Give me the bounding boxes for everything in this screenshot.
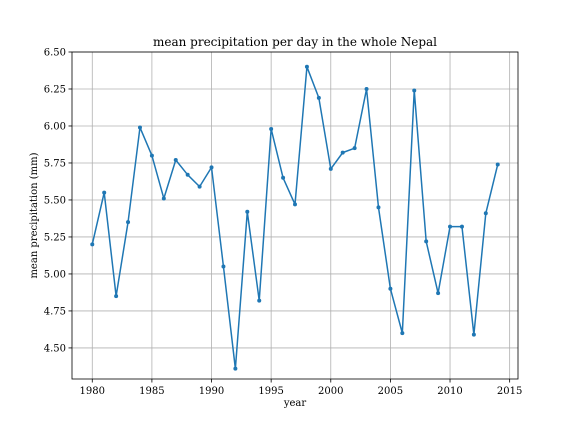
x-tick-label: 2015 [497,386,522,397]
plot-frame [71,51,519,380]
data-point [459,224,464,229]
y-tick-label: 4.50 [44,343,66,354]
data-point [400,331,405,336]
data-point [221,264,226,269]
x-tick-label: 1980 [80,386,105,397]
data-point [233,366,238,371]
y-tick-label: 6.00 [44,121,66,132]
data-point [424,239,429,244]
data-point [352,146,357,151]
y-axis-label: mean precipitation (mm) [29,152,40,278]
data-point [173,158,178,163]
data-point [161,196,166,201]
data-point [90,242,95,247]
x-axis: 1980 1985 1990 1995 2000 2005 2010 2015 [80,379,522,397]
y-tick-label: 5.50 [44,195,66,206]
x-tick-label: 2005 [378,386,403,397]
data-point [137,125,142,130]
data-point [102,190,107,195]
data-point [209,165,214,170]
x-tick-label: 2010 [437,386,462,397]
data-point [471,332,476,337]
data-point [495,162,500,167]
data-point [269,126,274,131]
grid [72,51,518,379]
y-tick-label: 5.00 [44,269,66,280]
data-point [436,291,441,296]
data-point [328,166,333,171]
series-line [91,66,499,370]
y-tick-label: 5.75 [44,158,66,169]
x-tick-label: 1995 [258,386,283,397]
data-point [412,88,417,93]
data-point [149,153,154,158]
data-point [257,298,262,303]
data-point [388,286,393,291]
data-point [185,172,190,177]
data-point [126,220,131,225]
y-tick-label: 4.75 [44,306,66,317]
x-tick-label: 2000 [318,386,343,397]
data-point [281,175,286,180]
data-point [197,184,202,189]
data-point [293,202,297,207]
x-axis-label: year [283,398,307,409]
data-point [304,64,309,69]
chart-title: mean precipitation per day in the whole … [153,35,437,49]
data-point [448,224,453,229]
data-point [340,150,345,155]
series-precipitation [90,64,500,371]
data-point [114,294,119,299]
data-point [483,211,488,216]
data-point [245,209,250,214]
data-point [316,95,321,100]
y-tick-label: 5.25 [44,232,66,243]
x-tick-label: 1985 [139,386,164,397]
y-tick-label: 6.50 [44,48,66,59]
y-axis: 4.50 4.75 5.00 5.25 5.50 5.75 6.00 6.25 6.50 [44,48,72,354]
data-point [364,86,369,91]
x-tick-label: 1990 [199,386,224,397]
y-tick-label: 6.25 [44,84,66,95]
data-point [376,205,381,210]
